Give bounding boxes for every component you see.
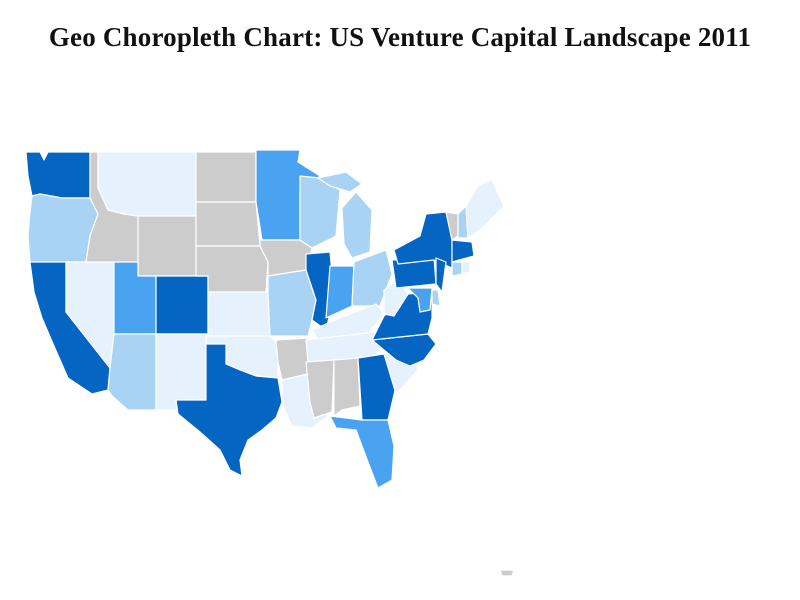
state-tn[interactable] [305,331,385,363]
state-wa[interactable] [25,151,91,199]
state-sd[interactable] [195,201,261,247]
state-wy[interactable] [137,215,197,277]
state-ga[interactable] [357,353,397,421]
state-ak[interactable] [499,569,515,577]
state-ct[interactable] [451,261,463,277]
state-fl[interactable] [329,415,395,489]
state-az[interactable] [107,333,157,411]
state-nm[interactable] [155,333,207,411]
state-nd[interactable] [195,151,257,203]
state-tx[interactable] [175,343,283,477]
state-nj[interactable] [435,257,447,293]
state-ny[interactable] [393,211,453,269]
state-ri[interactable] [461,261,471,275]
state-ks[interactable] [207,291,271,337]
state-ma[interactable] [451,239,475,263]
chart-title: Geo Choropleth Chart: US Venture Capital… [48,22,752,52]
state-al[interactable] [333,357,361,417]
state-me[interactable] [465,179,505,239]
state-mt[interactable] [97,151,197,217]
state-co[interactable] [155,275,209,335]
state-mi[interactable] [317,171,373,259]
state-ms[interactable] [305,359,335,419]
state-de[interactable] [431,289,441,307]
state-ar[interactable] [275,337,311,381]
state-md[interactable] [407,287,433,313]
state-in[interactable] [325,265,355,319]
